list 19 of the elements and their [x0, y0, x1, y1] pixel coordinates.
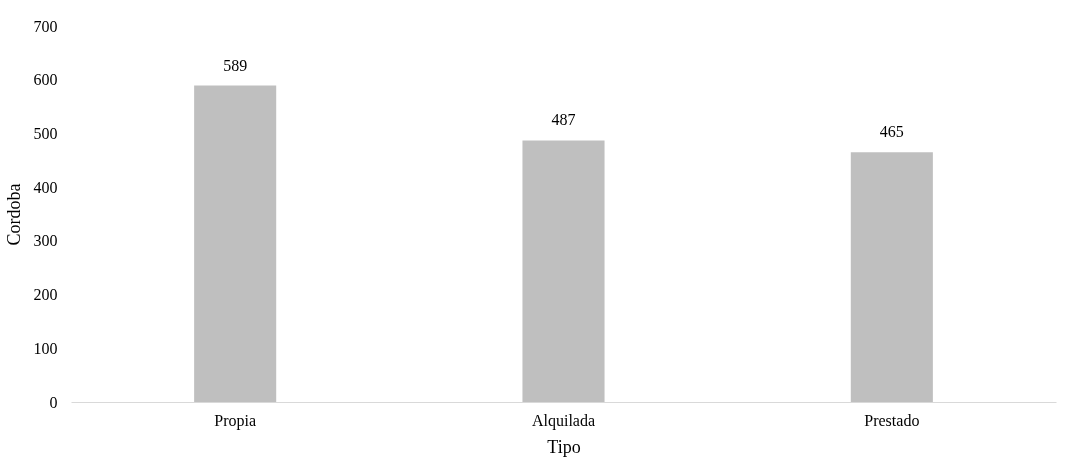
data-label: 589: [223, 56, 248, 74]
x-tick-label: Propia: [214, 411, 257, 430]
x-tick-label: Prestado: [864, 411, 920, 429]
y-tick-label: 300: [33, 232, 58, 250]
data-label: 465: [879, 123, 904, 141]
y-tick-label: 500: [33, 124, 58, 142]
y-tick-label: 400: [33, 178, 58, 196]
x-tick-label: Alquilada: [531, 411, 596, 430]
bar: [194, 85, 277, 402]
bar: [850, 152, 933, 402]
y-tick-label: 200: [33, 286, 58, 304]
y-tick-label: 700: [33, 17, 58, 35]
x-axis-title: Tipo: [547, 436, 581, 457]
bar: [522, 140, 605, 402]
y-tick-label: 600: [33, 71, 58, 89]
y-tick-label: 0: [49, 393, 58, 411]
y-tick-label: 100: [33, 339, 58, 357]
y-axis-title: Cordoba: [3, 183, 24, 246]
data-label: 487: [551, 111, 576, 129]
